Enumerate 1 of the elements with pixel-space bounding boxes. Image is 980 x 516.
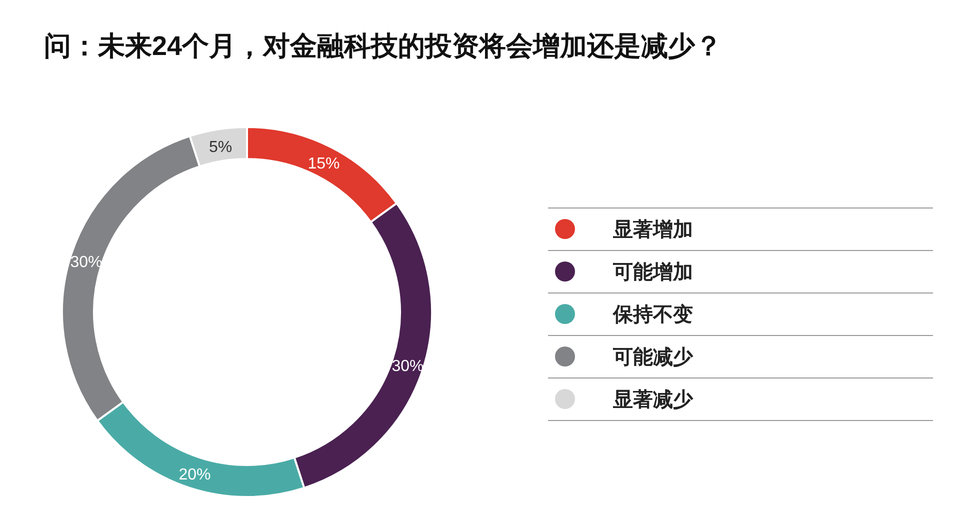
title: 问：未来24个月，对金融科技的投资将会增加还是减少？: [44, 31, 722, 61]
